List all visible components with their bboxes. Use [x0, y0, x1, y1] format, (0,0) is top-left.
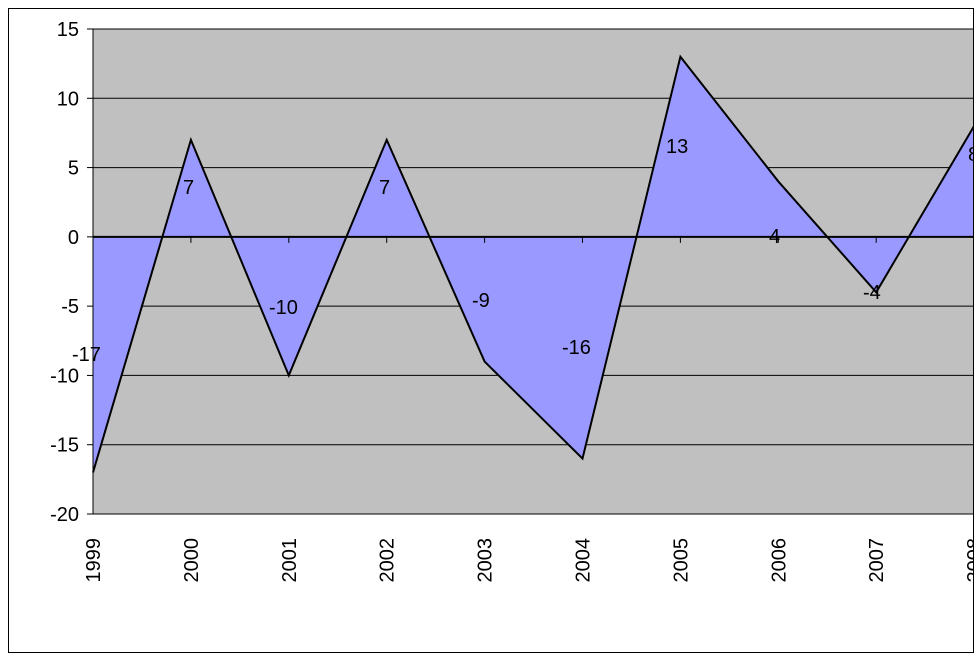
- y-tick-label: -5: [61, 296, 79, 318]
- x-tick-label: 2005: [670, 538, 692, 583]
- x-tick-label: 2002: [377, 538, 399, 583]
- data-label: 7: [183, 177, 194, 199]
- y-tick-label: -20: [50, 504, 79, 526]
- data-label: -16: [562, 337, 591, 359]
- data-label: -9: [472, 290, 490, 312]
- y-tick-label: 15: [57, 19, 79, 41]
- data-label: -10: [269, 297, 298, 319]
- y-tick-label: 0: [68, 227, 79, 249]
- data-label: 13: [666, 136, 688, 158]
- x-tick-label: 2000: [181, 538, 203, 583]
- y-tick-label: 10: [57, 88, 79, 110]
- x-tick-label: 2003: [475, 538, 497, 583]
- x-tick-label: 2008: [964, 538, 974, 583]
- y-tick-label: -15: [50, 435, 79, 457]
- y-tick-label: 5: [68, 158, 79, 180]
- x-tick-label: 1999: [83, 538, 105, 583]
- area-chart: 15 10 5 0 -5 -10 -15 -20 1999 2000 2001 2002 2003 20…: [8, 8, 974, 653]
- data-label: 8: [968, 144, 974, 166]
- y-axis-ticks: 15 10 5 0 -5 -10 -15 -20: [50, 19, 93, 526]
- x-tick-label: 2001: [279, 538, 301, 583]
- data-label: -17: [72, 344, 101, 366]
- chart-frame: 15 10 5 0 -5 -10 -15 -20 1999 2000 2001 2002 2003 20…: [8, 8, 974, 653]
- x-tick-label: 2006: [768, 538, 790, 583]
- data-label: 7: [379, 177, 390, 199]
- data-label: 4: [769, 226, 780, 248]
- x-tick-label: 2007: [866, 538, 888, 583]
- data-label: -4: [863, 282, 881, 304]
- y-tick-label: -10: [50, 365, 79, 387]
- x-tick-label: 2004: [573, 538, 595, 583]
